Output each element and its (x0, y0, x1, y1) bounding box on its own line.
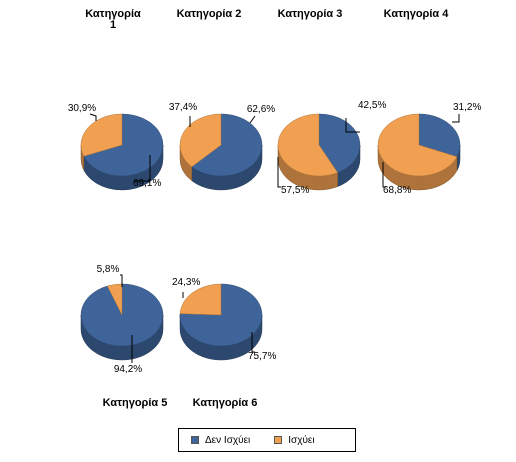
leader-line-4-2 (382, 162, 386, 188)
leader-line-1-2 (89, 113, 97, 121)
pct-label-2-2: 37,4% (169, 102, 197, 113)
pie-slice-4-1 (418, 113, 461, 158)
pct-label-5-2: 5,8% (97, 264, 120, 275)
pct-label-1-1: 69,1% (133, 178, 161, 189)
legend-entry-den-ischyei: Δεν Ισχύει (191, 435, 250, 446)
pie-slice-1-2 (80, 113, 123, 157)
pie-chart-3: Κατηγορία 3 42,5% 57,5% (277, 8, 386, 196)
pct-label-4-1: 31,2% (453, 102, 481, 113)
pct-label-6-2: 24,3% (172, 277, 200, 288)
pie-chart-1: Κατηγορία 1 69,1% 30,9% (68, 8, 164, 191)
pct-label-3-2: 57,5% (281, 185, 309, 196)
leader-line-6-1 (251, 332, 255, 353)
pct-label-6-1: 75,7% (248, 351, 276, 362)
pie-title-5: Κατηγορία 5 (103, 397, 168, 409)
pie-slice-3-1 (318, 113, 361, 173)
pct-label-5-1: 94,2% (114, 364, 142, 375)
pie-title-1: Κατηγορία 1 (85, 8, 141, 31)
pct-label-4-2: 68,8% (383, 185, 411, 196)
leader-line-1-1 (134, 155, 151, 182)
pie-chart-6: Κατηγορία 6 75,7% 24,3% (172, 277, 276, 409)
pct-label-2-1: 62,6% (247, 104, 275, 115)
pie-slice-2-2 (179, 113, 222, 168)
pie-chart-4: Κατηγορία 4 31,2% 68,8% (377, 8, 481, 196)
legend-swatch-den-ischyei (191, 436, 199, 444)
leader-line-2-1 (249, 115, 256, 124)
leader-line-3-1 (345, 118, 360, 133)
pie-title-3: Κατηγορία 3 (278, 8, 343, 20)
pie-slice-3-2 (277, 113, 338, 177)
leader-line-3-2 (277, 157, 281, 188)
legend-entry-ischyei: Ισχύει (274, 434, 315, 446)
legend-swatch-ischyei (274, 436, 283, 444)
pie-chart-5: Κατηγορία 5 94,2% 5,8% (80, 264, 168, 409)
legend: Δεν Ισχύει Ισχύει (178, 428, 356, 452)
pie-title-6: Κατηγορία 6 (193, 397, 258, 409)
pie-slice-6-2 (179, 283, 222, 316)
pie-slice-1-1 (83, 113, 164, 177)
leader-line-5-2 (120, 274, 123, 287)
pie-slice-4-2 (377, 113, 458, 177)
legend-label-ischyei: Ισχύει (288, 434, 315, 446)
pie-title-2: Κατηγορία 2 (177, 8, 242, 20)
pct-label-3-1: 42,5% (358, 100, 386, 111)
pie-slice-2-1 (191, 113, 263, 177)
pct-label-1-2: 30,9% (68, 103, 96, 114)
leader-line-4-1 (452, 114, 460, 123)
legend-label-den-ischyei: Δεν Ισχύει (205, 434, 251, 446)
pie-chart-2: Κατηγορία 2 62,6% 37,4% (169, 8, 275, 191)
pie-title-4: Κατηγορία 4 (384, 8, 450, 20)
